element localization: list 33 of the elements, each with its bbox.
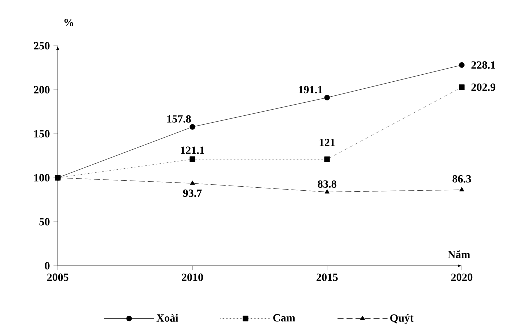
data-label: 121	[320, 139, 336, 146]
y-tick-label: 250	[34, 42, 50, 50]
y-axis-title: %	[64, 19, 74, 26]
y-tick-label: 200	[34, 86, 50, 94]
x-tick-label: 2010	[182, 274, 204, 282]
y-tick-label: 50	[40, 218, 50, 226]
legend-label: Quýt	[390, 314, 414, 324]
data-label: 93.7	[183, 190, 202, 198]
legend-label: Cam	[274, 314, 296, 322]
data-label: 121.1	[181, 146, 204, 154]
data-label: 228.1	[472, 62, 496, 70]
point	[190, 180, 196, 186]
point	[324, 95, 330, 101]
x-tick-label: 2015	[316, 274, 338, 282]
y-tick-label: 150	[34, 130, 50, 138]
point	[324, 156, 330, 162]
point	[459, 62, 465, 68]
data-label: 191.1	[299, 86, 323, 94]
data-label: 86.3	[452, 175, 472, 183]
point	[459, 84, 465, 90]
point	[190, 124, 196, 130]
data-label: 202.9	[472, 84, 496, 92]
point	[460, 187, 464, 192]
point	[190, 156, 196, 162]
data-label: 157.8	[168, 115, 192, 123]
legend-label: Xoài	[156, 314, 178, 322]
point	[324, 189, 330, 194]
x-tick-label: 2005	[47, 274, 69, 282]
x-axis-title: Năm	[448, 250, 470, 258]
y-tick-label: 0	[45, 262, 50, 270]
x-tick-label: 2020	[451, 274, 473, 282]
data-label: 83.8	[318, 180, 337, 188]
y-tick-label: 100	[34, 174, 50, 182]
